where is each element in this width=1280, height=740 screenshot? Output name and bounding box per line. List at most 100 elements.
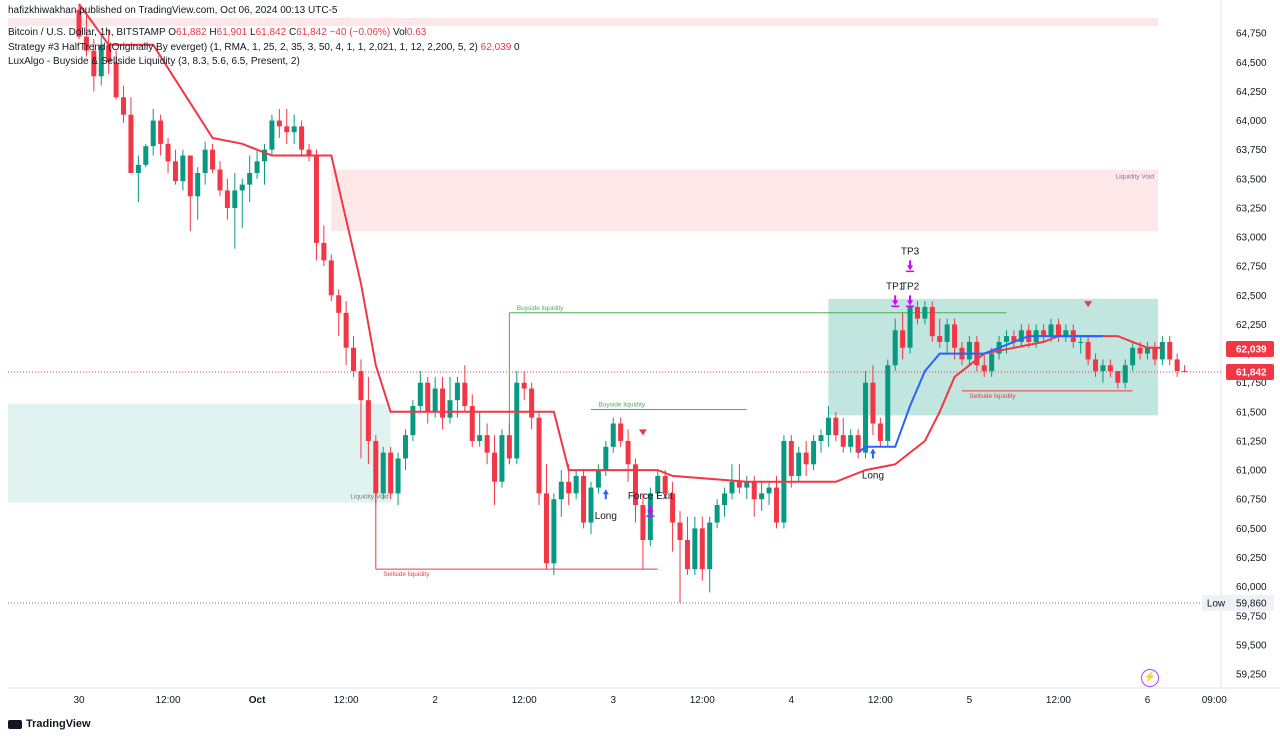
- candle: [269, 114, 275, 156]
- candle: [1115, 371, 1121, 389]
- candle: [1041, 324, 1047, 342]
- sell-signal-icon: [638, 429, 647, 436]
- candle: [885, 359, 891, 447]
- ohlc-values: O61,882 H61,901 L61,842 C61,842 −40 (−0.…: [168, 27, 427, 38]
- candle-body: [803, 452, 809, 465]
- candle-body: [388, 452, 394, 494]
- candle: [692, 516, 698, 575]
- candle-body: [566, 481, 572, 494]
- candle-body: [707, 522, 713, 570]
- candle: [143, 143, 149, 168]
- candle-body: [165, 143, 171, 162]
- candle: [640, 493, 646, 570]
- marker-label: Long: [862, 470, 884, 481]
- candle-body: [692, 528, 698, 570]
- candle: [76, 4, 82, 39]
- x-tick-label: 2: [432, 695, 438, 706]
- zone-top-red-band: [8, 18, 1158, 27]
- candle-body: [410, 406, 416, 436]
- candle: [1018, 324, 1024, 348]
- candle: [892, 318, 898, 372]
- y-tick-label: 61,750: [1236, 378, 1267, 389]
- candle: [313, 149, 319, 261]
- candle-body: [907, 306, 913, 348]
- luxalgo-legend: LuxAlgo - Buyside & Sellside Liquidity (…: [8, 56, 300, 67]
- candle: [1055, 318, 1061, 342]
- candle: [291, 114, 297, 144]
- candle: [877, 417, 883, 447]
- candle: [848, 429, 854, 453]
- candle: [914, 301, 920, 325]
- candle: [529, 382, 535, 430]
- candle-body: [603, 446, 609, 471]
- y-tick-label: 64,000: [1236, 116, 1267, 127]
- candle-body: [944, 324, 950, 342]
- x-tick-label: 12:00: [868, 695, 893, 706]
- y-tick-label: 61,000: [1236, 466, 1267, 477]
- candle-body: [1137, 347, 1143, 354]
- candle: [83, 15, 89, 57]
- candle-body: [581, 475, 587, 523]
- candle-body: [981, 365, 987, 372]
- candle: [1093, 353, 1099, 377]
- candle-body: [313, 155, 319, 243]
- candle-body: [610, 423, 616, 447]
- candle-body: [106, 44, 112, 63]
- y-tick-label: 63,750: [1236, 145, 1267, 156]
- marker-label: Long: [595, 511, 617, 522]
- candle-body: [224, 190, 230, 208]
- candle: [195, 167, 201, 220]
- lightning-icon[interactable]: ⚡: [1141, 669, 1159, 687]
- candle: [1063, 324, 1069, 342]
- candle-body: [766, 487, 772, 494]
- candle-body: [684, 540, 690, 570]
- candle: [543, 464, 549, 570]
- candle: [855, 429, 861, 459]
- tradingview-brand[interactable]: TradingView: [8, 718, 91, 730]
- candle: [744, 475, 750, 500]
- candle-body: [788, 440, 794, 476]
- candle: [811, 435, 817, 471]
- price-label: 62,039: [1226, 341, 1274, 358]
- candle: [239, 178, 245, 228]
- candle-body: [299, 126, 305, 150]
- candle: [262, 143, 267, 185]
- candle-body: [210, 149, 216, 170]
- candle-body: [1152, 347, 1158, 360]
- strategy-value: 62,039: [480, 42, 512, 53]
- liquidity-label: Sellside liquidity: [969, 393, 1016, 400]
- candle-body: [321, 242, 327, 261]
- candle-body: [1093, 359, 1099, 372]
- candle-body: [417, 382, 423, 407]
- candle-body: [863, 382, 869, 453]
- candle-body: [380, 452, 386, 494]
- candle-body: [440, 388, 446, 418]
- candle: [684, 516, 690, 575]
- candle: [499, 429, 505, 488]
- candle-body: [395, 458, 401, 494]
- candle-body: [462, 382, 468, 407]
- candle-body: [595, 470, 601, 488]
- candle-body: [195, 172, 201, 197]
- candle: [966, 336, 972, 366]
- y-tick-label: 62,750: [1236, 262, 1267, 273]
- y-tick-label: 63,000: [1236, 233, 1267, 244]
- candle: [484, 423, 490, 465]
- price-label: 61,842: [1226, 363, 1274, 380]
- x-tick-label: Oct: [249, 695, 266, 706]
- candle-body: [744, 481, 750, 488]
- strategy-zero: 0: [514, 42, 520, 53]
- candle-body: [811, 440, 817, 465]
- halftrend-blue-line: [857, 335, 1103, 454]
- candle: [395, 452, 401, 506]
- candle: [736, 464, 742, 494]
- x-tick-label: 12:00: [334, 695, 359, 706]
- candle: [670, 481, 676, 552]
- candle: [1107, 359, 1113, 377]
- candle-body: [722, 493, 728, 506]
- candle-body: [855, 435, 861, 453]
- candle: [210, 143, 216, 173]
- price-label-text: 59,860: [1236, 598, 1267, 609]
- candle: [425, 376, 431, 424]
